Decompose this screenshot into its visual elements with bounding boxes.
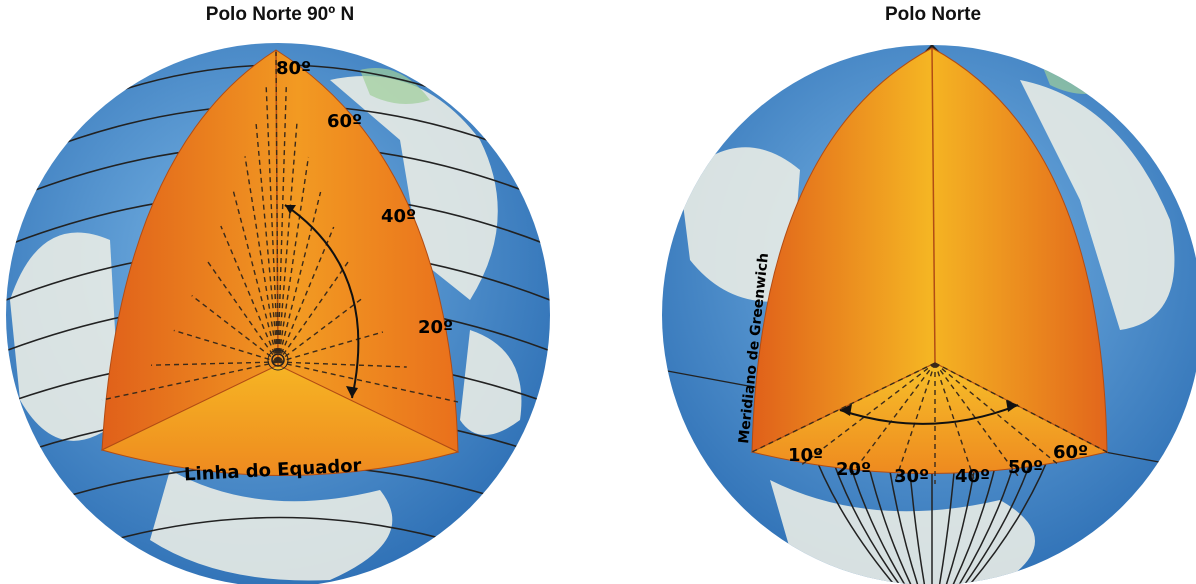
radial-line <box>934 362 976 483</box>
radial-line <box>191 295 279 363</box>
radial-line <box>255 121 279 363</box>
radial-line <box>101 361 279 401</box>
label-80: 80º <box>276 58 311 79</box>
radial-line <box>277 86 287 363</box>
radial-line <box>277 261 349 363</box>
label-20: 20º <box>836 459 871 480</box>
label-20: 20º <box>418 317 453 338</box>
radial-line <box>277 191 322 363</box>
radial-line <box>206 260 279 363</box>
equator-plane <box>750 362 1109 474</box>
radial-line <box>277 361 459 403</box>
radial-line <box>277 226 335 363</box>
label-60: 60º <box>1053 442 1088 463</box>
latitude-arrow <box>284 204 360 399</box>
right-figure-title: Polo Norte <box>884 4 982 25</box>
latitude-radials <box>101 51 459 403</box>
continents <box>680 59 1175 584</box>
radial-line <box>265 86 279 363</box>
longitude-radials <box>751 362 1108 484</box>
radial-line <box>275 51 279 363</box>
label-50: 50º <box>1008 457 1043 478</box>
longitude-arrow <box>839 404 1019 425</box>
right-globe-svg: 10º 20º 30º 40º 50º 60º Meridiano de Gre… <box>662 45 1196 584</box>
radial-line <box>244 156 279 363</box>
label-40: 40º <box>955 466 990 487</box>
radial-line <box>751 362 936 453</box>
radial-line <box>277 361 407 368</box>
equator-plane <box>100 364 460 476</box>
radial-line <box>277 331 384 363</box>
radial-line <box>799 362 936 467</box>
radial-line <box>894 362 936 483</box>
radial-line <box>151 361 279 366</box>
radial-line <box>849 362 936 477</box>
left-figure-title: Polo Norte 90º N <box>205 4 355 25</box>
continents <box>10 68 522 581</box>
right-globe-figure: Polo Norte <box>650 0 1196 584</box>
radial-line <box>173 329 279 363</box>
left-globe-svg: 80º 60º 40º 20º Linha do Equador <box>6 43 550 584</box>
label-40: 40º <box>381 206 416 227</box>
radial-line <box>277 121 298 363</box>
radial-line <box>277 156 310 363</box>
label-30: 30º <box>894 466 929 487</box>
label-10: 10º <box>788 445 823 466</box>
radial-line <box>220 225 279 363</box>
label-60: 60º <box>327 111 362 132</box>
radial-line <box>232 191 279 363</box>
left-globe-figure: Polo Norte 90º N <box>0 0 560 584</box>
